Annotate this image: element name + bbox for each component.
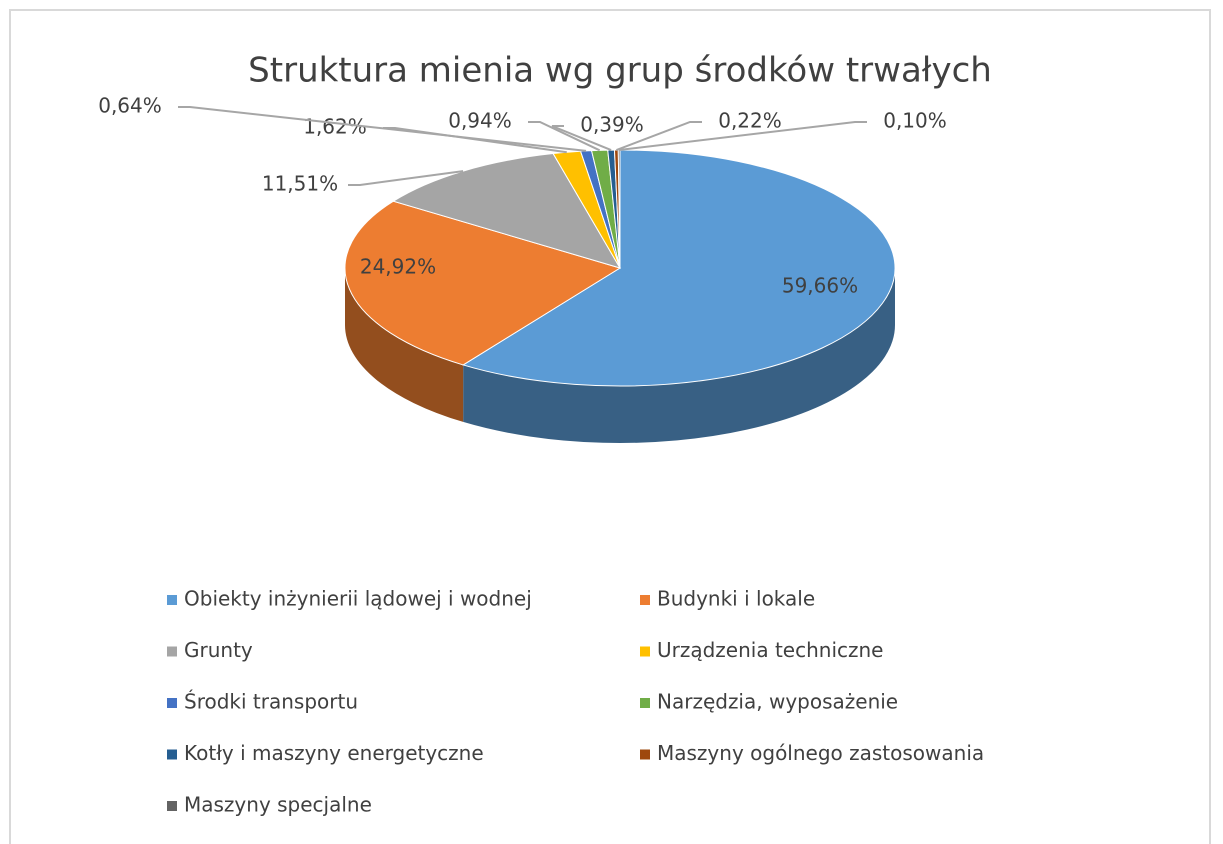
legend-label: Obiekty inżynierii lądowej i wodnej [184, 587, 532, 611]
leader-line [551, 125, 612, 151]
legend-marker [640, 646, 650, 657]
legend-label: Maszyny specjalne [184, 793, 372, 817]
data-label: 0,22% [718, 109, 782, 133]
legend-marker [167, 749, 177, 760]
legend-label: Grunty [184, 638, 253, 662]
legend-label: Maszyny ogólnego zastosowania [657, 741, 984, 765]
leader-line [348, 170, 464, 186]
data-label: 0,64% [98, 94, 162, 118]
leader-line [616, 121, 702, 151]
pie-slice [344, 200, 622, 366]
legend-marker [640, 698, 650, 708]
leader-line [528, 121, 601, 152]
data-label: 59,66% [782, 274, 858, 298]
legend-label: Środki transportu [184, 690, 358, 714]
pie-slice [461, 149, 896, 387]
data-label: 0,10% [883, 109, 947, 133]
leader-line [178, 106, 587, 152]
legend-marker [167, 646, 177, 657]
data-label: 24,92% [360, 255, 436, 279]
legend-label: Budynki i lokale [657, 587, 815, 611]
legend-label: Kotły i maszyny energetyczne [184, 741, 484, 765]
data-label: 0,94% [448, 109, 512, 133]
legend-marker [167, 801, 177, 811]
legend-marker [167, 595, 177, 605]
legend-label: Urządzenia techniczne [657, 638, 883, 662]
legend-marker [640, 595, 650, 605]
chart-title: Struktura mienia wg grup środków trwałyc… [248, 51, 992, 91]
data-label: 0,39% [580, 113, 644, 137]
pie-slice [392, 153, 622, 269]
pie-side [463, 268, 895, 443]
legend-marker [167, 698, 177, 708]
data-label: 11,51% [262, 172, 338, 196]
data-label: 1,62% [303, 115, 367, 139]
legend-label: Narzędzia, wyposażenie [657, 690, 898, 714]
leader-line [619, 121, 867, 151]
legend-marker [640, 749, 650, 760]
pie-side [345, 268, 464, 422]
